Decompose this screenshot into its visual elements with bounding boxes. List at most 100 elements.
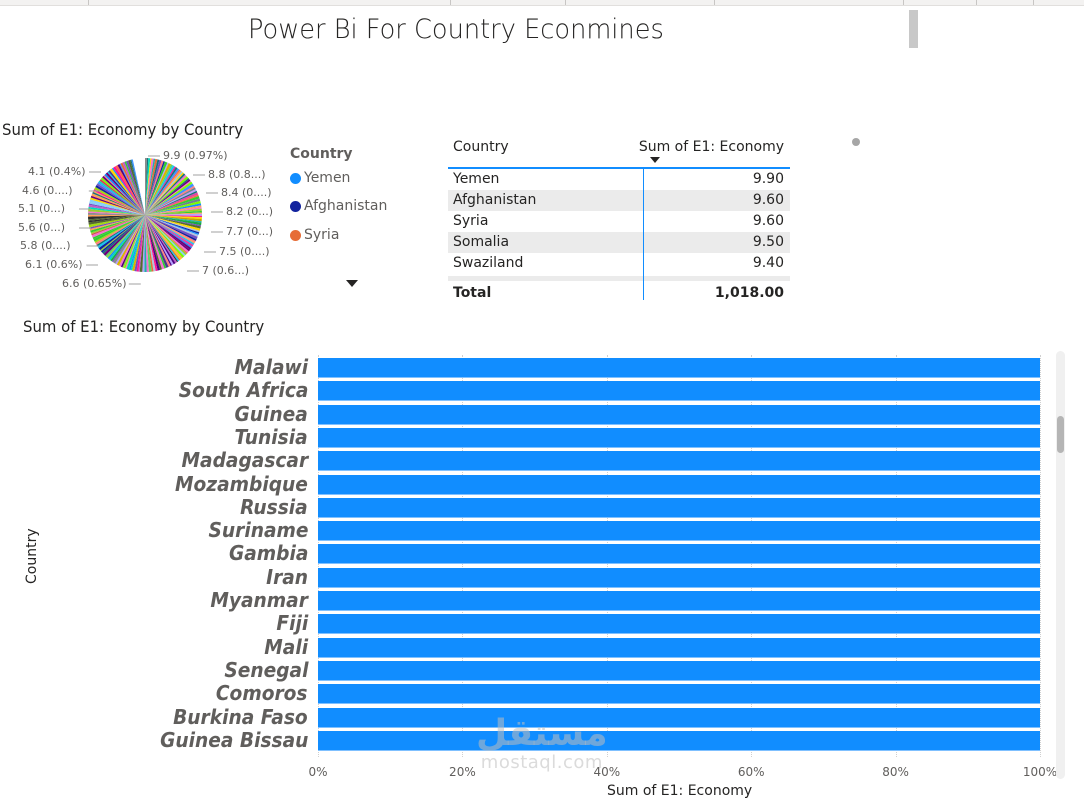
pie-slice[interactable] <box>107 171 145 215</box>
pie-slice[interactable] <box>102 215 145 254</box>
bar-row[interactable] <box>318 521 1040 542</box>
pie-slice[interactable] <box>145 180 192 215</box>
pie-chart[interactable] <box>0 140 290 290</box>
pie-slice[interactable] <box>145 215 169 268</box>
pie-slice[interactable] <box>145 215 172 266</box>
pie-slice[interactable] <box>145 215 186 257</box>
pie-slice[interactable] <box>145 215 189 253</box>
pie-slice[interactable] <box>145 159 160 215</box>
pie-slice[interactable] <box>145 178 190 215</box>
scrollbar-thumb[interactable] <box>1057 416 1064 453</box>
pie-slice[interactable] <box>145 159 162 215</box>
pie-slice[interactable] <box>116 215 145 266</box>
pie-slice[interactable] <box>145 168 180 215</box>
bar-row[interactable] <box>318 497 1040 518</box>
pie-slice[interactable] <box>88 214 145 217</box>
bar[interactable] <box>318 427 1040 448</box>
legend-item-syria[interactable]: Syria <box>290 227 339 243</box>
pie-slice[interactable] <box>145 215 200 234</box>
pie-slice[interactable] <box>145 169 181 215</box>
pie-slice[interactable] <box>90 215 145 234</box>
pie-slice[interactable] <box>126 160 145 215</box>
pie-slice[interactable] <box>145 215 192 250</box>
bar-row[interactable] <box>318 637 1040 658</box>
pie-slice[interactable] <box>145 215 202 223</box>
pie-slice[interactable] <box>88 215 145 225</box>
pie-slice[interactable] <box>145 213 202 216</box>
pie-slice[interactable] <box>145 158 156 215</box>
pie-slice[interactable] <box>91 193 145 215</box>
pie-slice[interactable] <box>145 158 158 215</box>
pie-slice[interactable] <box>145 215 191 252</box>
pie-slice[interactable] <box>145 158 147 215</box>
pie-slice[interactable] <box>89 215 145 231</box>
pie-slice[interactable] <box>145 161 168 215</box>
column-header-country[interactable]: Country <box>453 139 509 155</box>
pie-slice[interactable] <box>100 215 145 253</box>
pie-slice[interactable] <box>100 177 145 215</box>
pie-slice[interactable] <box>145 215 154 272</box>
bar[interactable] <box>318 730 1040 751</box>
pie-slice[interactable] <box>103 215 145 256</box>
pie-slice[interactable] <box>145 208 202 215</box>
pie-slice[interactable] <box>105 215 145 258</box>
pie-slice[interactable] <box>145 215 179 263</box>
bar-row[interactable] <box>318 358 1040 378</box>
bar[interactable] <box>318 404 1040 425</box>
pie-slice[interactable] <box>96 215 145 247</box>
pie-slice[interactable] <box>145 212 202 215</box>
pie-slice[interactable] <box>104 173 145 215</box>
pie-slice[interactable] <box>145 174 187 215</box>
pie-slice[interactable] <box>145 215 174 266</box>
pie-slice[interactable] <box>145 215 194 247</box>
pie-slice[interactable] <box>145 210 202 215</box>
pie-slice[interactable] <box>120 162 145 215</box>
bar-row[interactable] <box>318 684 1040 705</box>
pie-slice[interactable] <box>145 189 197 215</box>
pie-slice[interactable] <box>145 215 171 267</box>
pie-slice[interactable] <box>145 161 165 215</box>
pie-slice[interactable] <box>144 215 147 272</box>
pie-slice[interactable] <box>145 215 152 272</box>
pie-slice[interactable] <box>145 215 200 233</box>
bar-row[interactable] <box>318 567 1040 588</box>
pie-slice[interactable] <box>145 215 187 256</box>
pie-slice[interactable] <box>145 215 198 240</box>
pie-slice[interactable] <box>145 215 185 258</box>
pie-slice[interactable] <box>131 159 145 215</box>
pie-slice[interactable] <box>145 158 151 215</box>
pie-slice[interactable] <box>145 215 149 272</box>
pie-slice[interactable] <box>111 215 145 263</box>
pie-slice[interactable] <box>88 212 145 215</box>
pie-slice[interactable] <box>145 215 162 270</box>
pie-slice[interactable] <box>145 162 169 215</box>
pie-slice[interactable] <box>142 215 145 272</box>
pie-slice[interactable] <box>145 215 188 254</box>
pie-slice[interactable] <box>107 215 145 260</box>
pie-slice[interactable] <box>105 172 145 215</box>
pie-slice[interactable] <box>145 215 196 243</box>
pie-slice[interactable] <box>145 201 201 215</box>
bar[interactable] <box>318 684 1040 705</box>
pie-slice[interactable] <box>89 201 145 215</box>
pie-slice[interactable] <box>92 190 145 215</box>
pie-slice[interactable] <box>97 215 145 249</box>
pie-slice[interactable] <box>118 215 145 267</box>
pie-slice[interactable] <box>145 198 201 215</box>
pie-slice[interactable] <box>94 215 145 243</box>
pie-slice[interactable] <box>145 187 196 215</box>
pie-slice[interactable] <box>130 159 145 215</box>
pie-slice[interactable] <box>138 215 145 272</box>
pie-slice[interactable] <box>122 161 145 215</box>
pie-slice[interactable] <box>145 170 182 215</box>
pie-slice[interactable] <box>113 215 145 264</box>
pie-slice[interactable] <box>145 166 177 215</box>
pie-slice[interactable] <box>132 215 145 271</box>
pie-slice[interactable] <box>136 215 145 272</box>
country-economy-table[interactable]: Country Sum of E1: Economy Yemen 9.90 Af… <box>448 136 790 306</box>
pie-slice[interactable] <box>145 158 152 215</box>
pie-slice[interactable] <box>145 215 178 264</box>
pie-slice[interactable] <box>91 215 145 236</box>
pie-slice[interactable] <box>145 215 193 249</box>
pie-slice[interactable] <box>90 215 145 233</box>
